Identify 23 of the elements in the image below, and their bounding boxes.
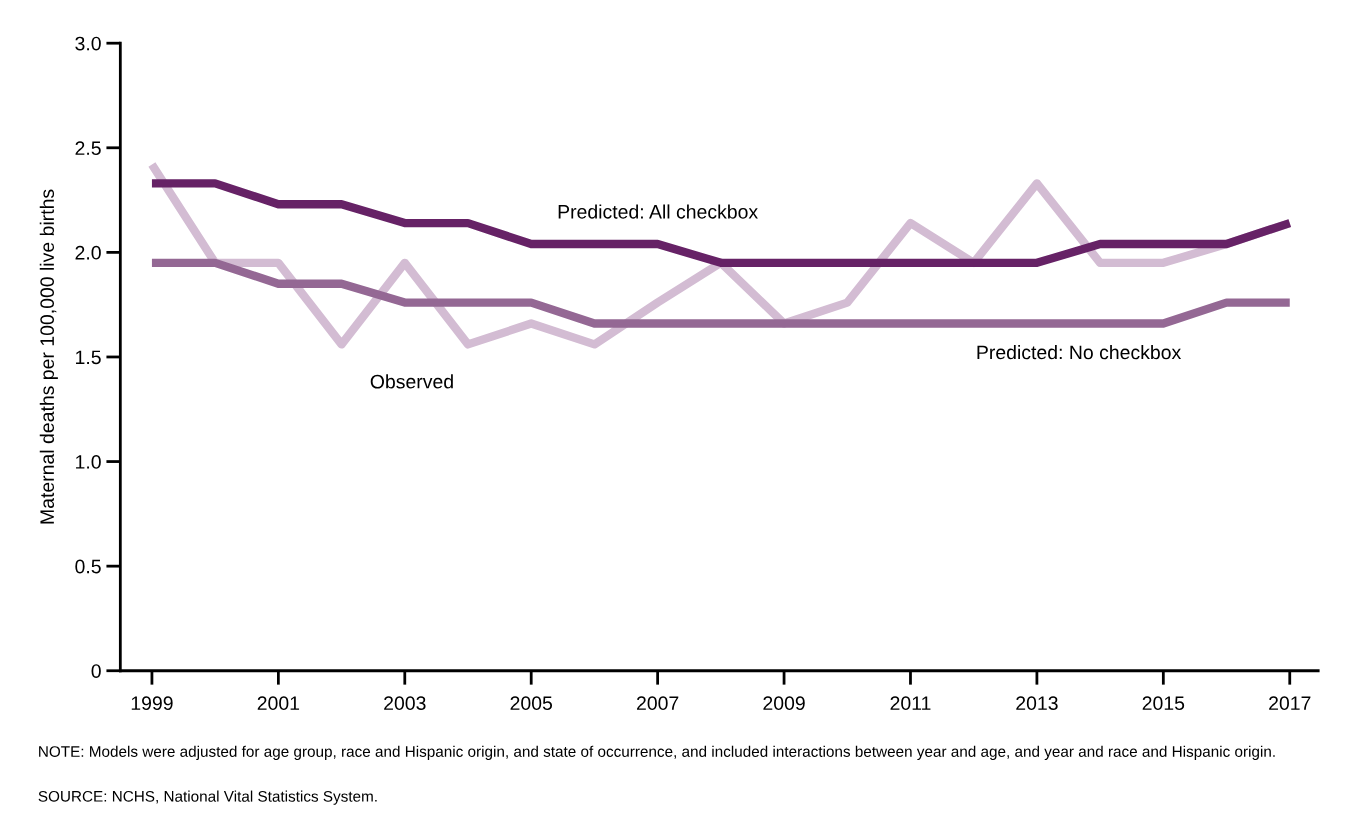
x-tick-label: 2001 <box>257 696 300 711</box>
x-tick-label: 2009 <box>763 696 805 711</box>
x-tick-label: 2005 <box>510 696 553 711</box>
y-tick-label: 2.5 <box>75 141 101 156</box>
x-tick-label: 2015 <box>1142 696 1185 711</box>
y-tick-label: 1.0 <box>76 455 101 469</box>
y-tick-label: 3.0 <box>75 36 101 51</box>
x-tick-label: 2017 <box>1269 696 1311 711</box>
y-axis-title: Maternal deaths per 100,000 live births <box>39 189 58 524</box>
series-label: Predicted: No checkbox <box>977 344 1182 360</box>
source-note: SOURCE: NCHS, National Vital Statistics System. <box>38 790 377 805</box>
y-tick-label: 2.0 <box>75 245 101 260</box>
x-tick-label: 2011 <box>890 696 931 711</box>
y-tick-label: 1.5 <box>76 350 101 365</box>
series-label: Observed <box>370 374 453 389</box>
y-tick-label: 0 <box>91 664 101 678</box>
x-tick-label: 1999 <box>131 696 173 711</box>
x-tick-label: 2013 <box>1016 696 1058 711</box>
x-tick-label: 2003 <box>384 696 426 711</box>
series-label: Predicted: All checkbox <box>558 204 758 219</box>
y-tick-label: 0.5 <box>75 559 101 574</box>
x-tick-label: 2007 <box>636 696 679 711</box>
text: NOTE: Models were adjusted for age group, race and Hispanic origin, and state of occurrence, and included interactions between year and age, and year and race and Hispanic origin. <box>39 745 1275 760</box>
